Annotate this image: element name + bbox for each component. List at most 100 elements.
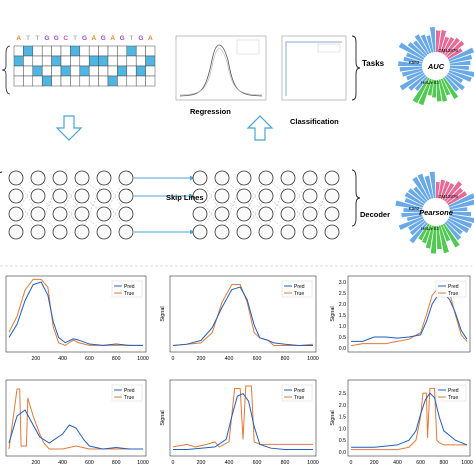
x-tick-label: 0 (172, 356, 175, 362)
onehot-cell (23, 45, 34, 57)
radial-bar (449, 68, 474, 77)
network-node (118, 188, 134, 204)
radial-bar (448, 216, 473, 229)
network-node (96, 224, 112, 240)
radial-bar (403, 56, 423, 64)
pred-signal-line (8, 281, 143, 346)
y-tick-label: 0.0 (339, 346, 346, 352)
sequence-base: T (36, 35, 40, 42)
sequence-base: A (16, 35, 21, 42)
radial-bar (446, 74, 465, 91)
pred-signal-line (8, 409, 143, 450)
onehot-cell (117, 75, 128, 87)
onehot-cell (135, 45, 146, 57)
onehot-cell (51, 55, 62, 67)
onehot-cell (23, 75, 34, 87)
network-node (30, 206, 46, 222)
true-signal-line (8, 278, 143, 346)
radial-bar (398, 216, 424, 231)
legend-label: True (124, 291, 134, 297)
onehot-cell (145, 65, 156, 77)
radial-bar (449, 199, 474, 210)
network-node (280, 170, 296, 186)
down-arrow-icon (55, 115, 83, 141)
sequence-base: T (130, 35, 134, 42)
radial-bar (445, 187, 464, 204)
pred-signal-line (172, 286, 313, 346)
sequence-base: T (26, 35, 30, 42)
x-tick-label: 1000 (307, 460, 319, 466)
onehot-cell (13, 45, 24, 57)
radial-bar (409, 220, 427, 236)
network-node (302, 188, 318, 204)
radial-bar (448, 193, 474, 208)
radial-bar (440, 36, 450, 54)
radial-bar (447, 191, 468, 206)
radial-pearson-chart: Pearsone GM12878 K562 HeLa-S3 (395, 171, 474, 254)
true-signal-line (172, 385, 313, 448)
x-tick-label: 200 (31, 460, 40, 466)
onehot-cell (126, 65, 137, 77)
skip-line-arrowhead (190, 175, 194, 181)
network-node (30, 170, 46, 186)
onehot-cell (41, 65, 52, 77)
radial-bar (440, 224, 451, 242)
radial-metric-label: Pearsone (419, 208, 453, 217)
network-node (214, 188, 230, 204)
onehot-cell (135, 75, 146, 87)
radial-bar (412, 176, 430, 201)
onehot-cell (117, 45, 128, 57)
network-node (52, 170, 68, 186)
y-axis-label: Signal (160, 410, 166, 425)
radial-bar (442, 77, 459, 100)
onehot-cell (32, 65, 43, 77)
legend-label: True (448, 395, 458, 401)
onehot-cell (107, 45, 118, 57)
onehot-cell (79, 65, 90, 77)
radial-bar (444, 221, 462, 241)
radial-bar (395, 200, 423, 210)
onehot-cell (135, 65, 146, 77)
network-node (214, 224, 230, 240)
sequence-base: G (54, 35, 59, 42)
network-node (74, 224, 90, 240)
radial-bar (440, 181, 450, 200)
radial-bar (425, 225, 434, 249)
radial-bar (449, 54, 473, 64)
radial-bar (401, 212, 423, 218)
radial-cell-label: GM12878 (438, 48, 458, 53)
onehot-cell (88, 45, 99, 57)
radial-bar (432, 79, 436, 98)
sequence-base: G (82, 35, 87, 42)
network-node (302, 224, 318, 240)
radial-bar (408, 74, 427, 91)
radial-bar (448, 47, 474, 62)
radial-bar (408, 218, 425, 231)
radial-bar (412, 77, 430, 104)
onehot-cell (70, 75, 81, 87)
onehot-cell (79, 55, 90, 67)
radial-bar (442, 37, 455, 55)
network-node (214, 170, 230, 186)
sequence-base: C (63, 35, 68, 42)
onehot-cell (126, 75, 137, 87)
y-tick-label: 2.0 (339, 403, 346, 409)
network-node (96, 206, 112, 222)
onehot-cell (41, 45, 52, 57)
radial-bar (418, 78, 432, 106)
regression-thumbnail (175, 35, 267, 101)
network-node (74, 206, 90, 222)
x-tick-label: 200 (370, 460, 379, 466)
onehot-cell (13, 75, 24, 87)
network-node (30, 188, 46, 204)
radial-bar (444, 37, 460, 56)
onehot-cell (145, 55, 156, 67)
radial-bar (449, 66, 469, 71)
x-tick-label: 400 (225, 460, 234, 466)
x-tick-label: 600 (253, 460, 262, 466)
radial-cell-label: K562 (409, 206, 420, 211)
network-node (258, 224, 274, 240)
